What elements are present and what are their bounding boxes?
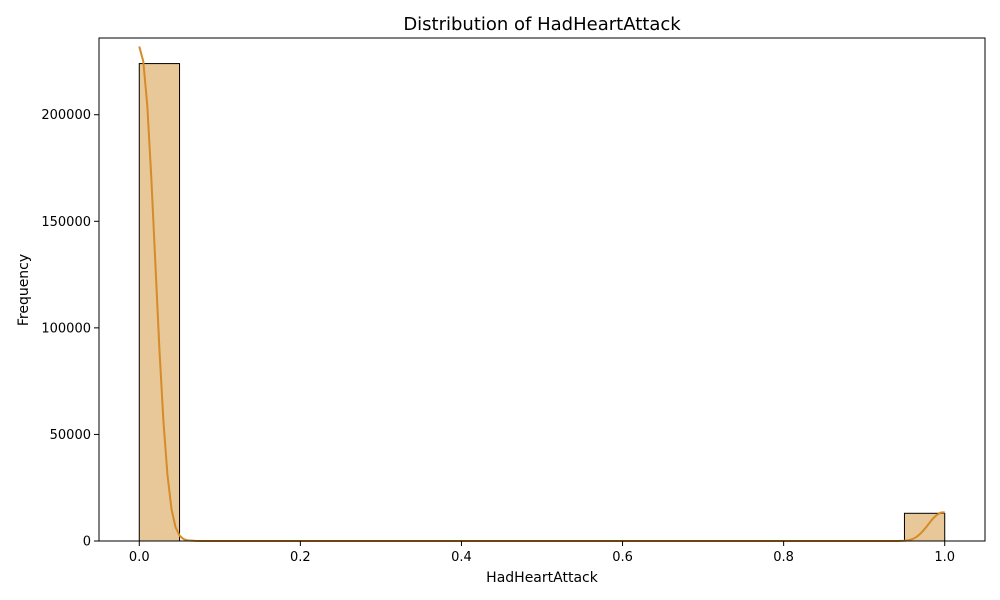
x-tick-label-5: 1.0	[934, 550, 955, 565]
y-axis-ticks: 0 50000 100000 150000 200000	[41, 108, 99, 550]
plot-frame	[98, 37, 986, 542]
y-axis-label: Frequency	[16, 254, 32, 326]
histogram-bar-0	[138, 63, 181, 542]
bars-group	[138, 63, 946, 542]
y-tick-label-1: 50000	[50, 428, 91, 443]
x-tick-label-1: 0.2	[290, 550, 311, 565]
kde-curve	[138, 46, 945, 542]
x-tick-label-0: 0.0	[129, 550, 150, 565]
x-tick-label-4: 0.8	[773, 550, 794, 565]
x-tick-label-3: 0.6	[612, 550, 633, 565]
x-axis-ticks: 0.0 0.2 0.4 0.6 0.8 1.0	[129, 541, 955, 565]
y-tick-label-3: 150000	[41, 215, 91, 230]
histogram-bar-1	[903, 512, 946, 542]
chart-title: Distribution of HadHeartAttack	[403, 14, 681, 35]
x-axis-label: HadHeartAttack	[486, 570, 599, 586]
y-tick-label-4: 200000	[41, 108, 91, 123]
y-tick-label-0: 0	[83, 535, 91, 550]
y-tick-label-2: 100000	[41, 321, 91, 336]
x-tick-label-2: 0.4	[451, 550, 472, 565]
